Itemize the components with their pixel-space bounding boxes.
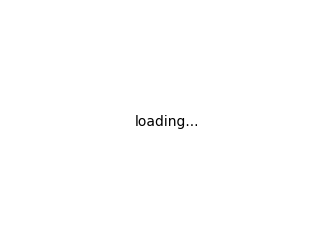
Text: loading...: loading... (135, 115, 199, 129)
